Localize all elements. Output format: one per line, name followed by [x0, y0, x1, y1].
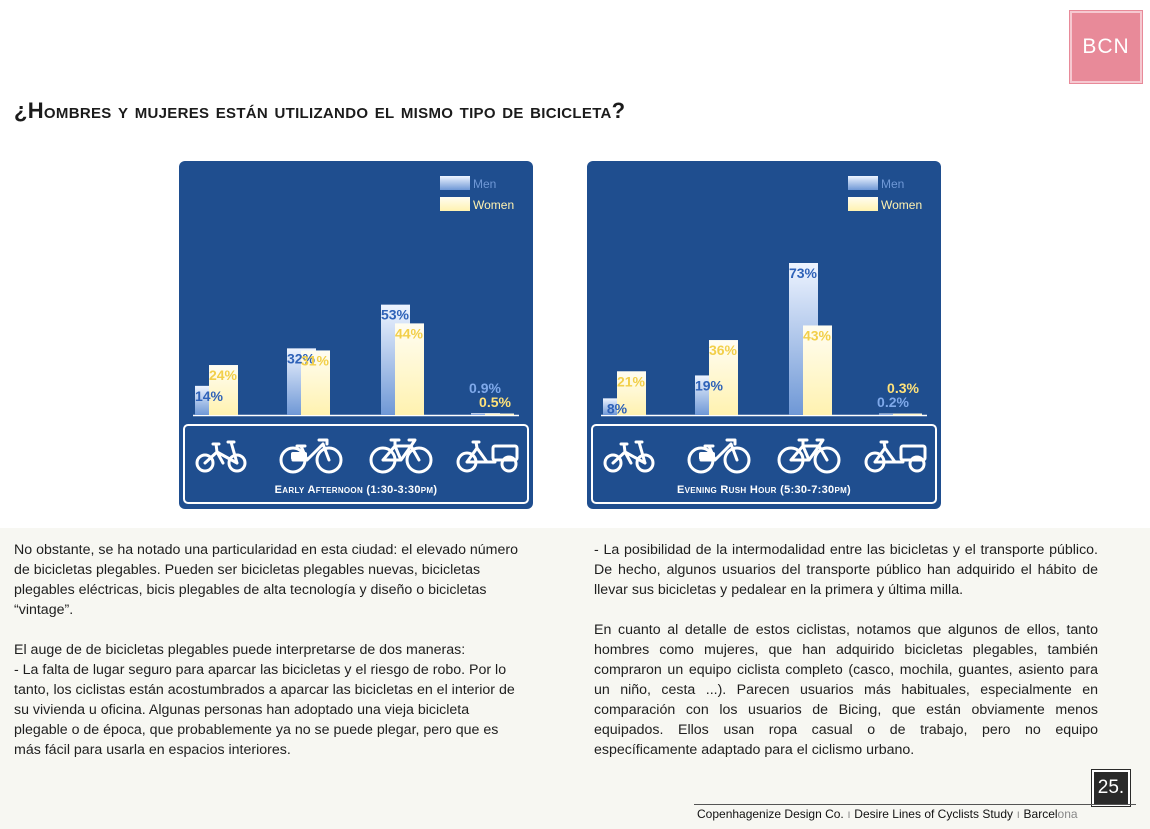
cargo-bike-icon — [453, 434, 523, 474]
bcn-logo: BCN — [1069, 10, 1143, 84]
footer-study: Desire Lines of Cyclists Study — [854, 807, 1014, 821]
legend-swatch-men — [440, 176, 470, 190]
legend-label-men: Men — [881, 177, 904, 191]
data-label-men: 19% — [695, 377, 724, 393]
footer-separator: I — [1017, 810, 1020, 820]
logo-text: BCN — [1082, 35, 1130, 58]
bike-types-box: Early Afternoon (1:30-3:30pm) — [183, 424, 529, 504]
data-label-men: 0.9% — [469, 380, 501, 396]
data-label-women: 0.5% — [479, 394, 511, 410]
bicing-bike-icon — [685, 434, 755, 474]
page-title: ¿Hombres y mujeres están utilizando el m… — [14, 98, 626, 123]
chart-caption: Early Afternoon (1:30-3:30pm) — [274, 484, 438, 496]
legend-swatch-men — [848, 176, 878, 190]
footer: Copenhagenize Design Co. I Desire Lines of… — [697, 807, 1078, 821]
bicing-bike-icon — [277, 434, 347, 474]
data-label-women: 44% — [395, 325, 424, 341]
data-label-women: 31% — [301, 352, 330, 368]
body-text-left: No obstante, se ha notado una particular… — [14, 542, 519, 758]
chart-early-afternoon: 14% 24% 32% 31% 53% 44% 0.9% 0.5% Men Women Early… — [179, 161, 533, 509]
footer-city: Barcel — [1023, 807, 1058, 821]
bar-women — [709, 340, 738, 415]
bike-types-box: Evening Rush Hour (5:30-7:30pm) — [591, 424, 937, 504]
data-label-women: 36% — [709, 342, 738, 358]
text-section-background — [0, 528, 1150, 829]
folding-bike-icon — [187, 434, 257, 474]
data-label-men: 0.2% — [877, 394, 909, 410]
legend-swatch-women — [440, 197, 470, 211]
data-label-women: 43% — [803, 327, 832, 343]
chart-evening-rush-hour: 8% 21% 19% 36% 73% 43% 0.2% 0.3% Men Women Evenin… — [587, 161, 941, 509]
bar-women — [803, 325, 832, 415]
data-label-women: 24% — [209, 367, 238, 383]
data-label-women: 21% — [617, 373, 646, 389]
city-bike-icon — [367, 434, 437, 474]
bar-women — [893, 413, 922, 415]
data-label-men: 32% — [287, 350, 316, 366]
bar-women — [617, 371, 646, 415]
footer-divider — [694, 804, 1136, 805]
data-label-men: 8% — [607, 400, 628, 416]
bar-women — [485, 413, 514, 415]
legend-label-women: Women — [473, 198, 514, 212]
chart-caption: Evening Rush Hour (5:30-7:30pm) — [676, 484, 852, 496]
chart-plot-area: 14% 24% 32%31% 53% 44% 0.9%0.5% Men Women — [193, 176, 519, 417]
city-bike-icon — [775, 434, 845, 474]
data-label-men: 14% — [195, 388, 224, 404]
page-number: 25. — [1091, 769, 1131, 807]
chart-plot-area: 8% 21% 19% 36% 73% 43% 0.2%0.3% Men Women — [601, 176, 927, 416]
data-label-men: 53% — [381, 307, 410, 323]
data-label-men: 73% — [789, 265, 818, 281]
bar-women — [395, 323, 424, 415]
footer-city-end: ona — [1057, 807, 1078, 821]
legend-swatch-women — [848, 197, 878, 211]
bar-women — [301, 350, 330, 415]
legend-label-men: Men — [473, 177, 496, 191]
body-text-right: - La posibilidad de la intermodalidad en… — [594, 542, 1098, 758]
data-label-women: 0.3% — [887, 380, 919, 396]
legend-label-women: Women — [881, 198, 922, 212]
folding-bike-icon — [595, 434, 665, 474]
cargo-bike-icon — [861, 434, 931, 474]
bar-women — [209, 365, 238, 415]
footer-separator: I — [847, 810, 851, 820]
footer-company: Copenhagenize Design Co. — [697, 807, 844, 821]
